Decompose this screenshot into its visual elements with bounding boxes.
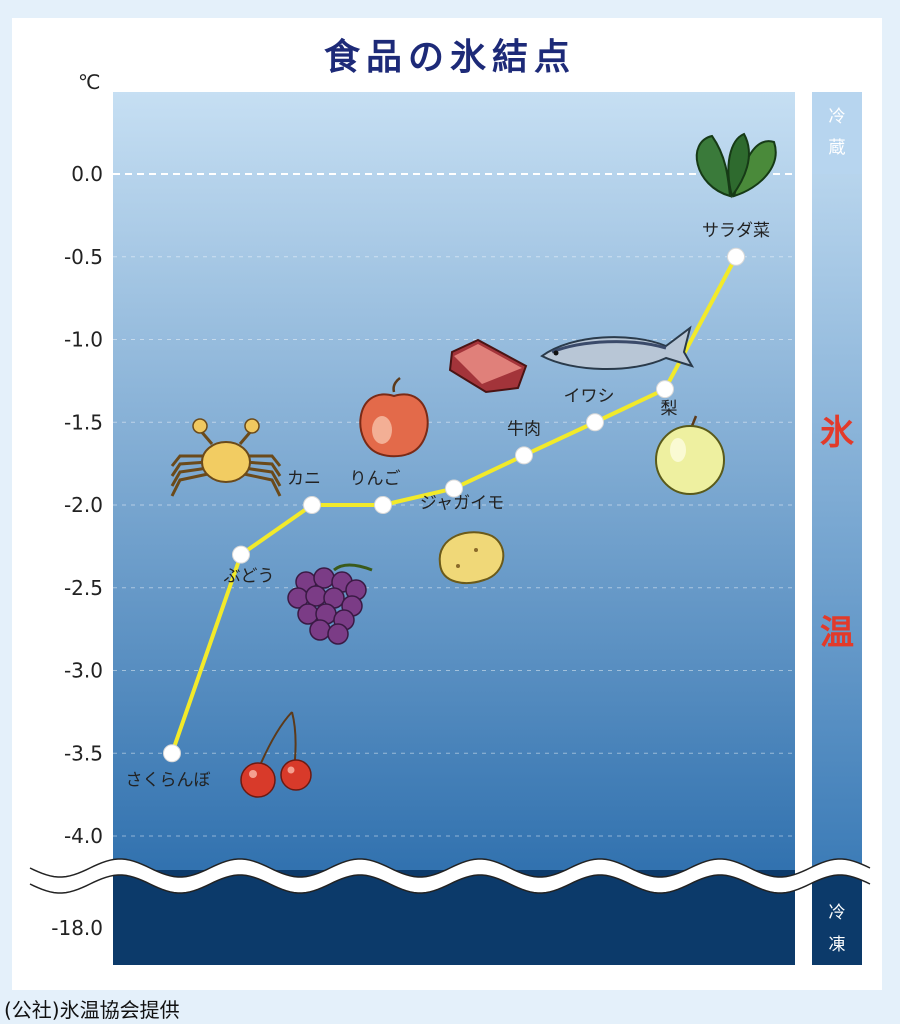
- credit-text: (公社)氷温協会提供: [4, 998, 180, 1022]
- data-point: [586, 413, 604, 432]
- axis-break-wave: [29, 874, 871, 894]
- food-label: 梨: [661, 399, 678, 419]
- data-point: [303, 496, 321, 514]
- y-tick-label: -2.5: [64, 576, 103, 600]
- food-label: ジャガイモ: [420, 493, 504, 513]
- lettuce-icon: [695, 132, 777, 199]
- y-tick-label: -3.0: [64, 659, 103, 683]
- food-label: さくらんぼ: [126, 770, 211, 790]
- refrigeration-label: 冷: [829, 107, 846, 127]
- unit-label: ℃: [78, 70, 101, 94]
- potato-icon: [438, 531, 505, 584]
- data-point: [656, 380, 674, 399]
- apple-icon: [359, 377, 429, 458]
- freezing-label: 凍: [829, 935, 846, 955]
- y-tick-label: -1.5: [64, 410, 103, 434]
- food-label: りんご: [350, 469, 401, 489]
- axis-break-wave: [29, 858, 871, 878]
- food-label: 牛肉: [507, 419, 541, 439]
- data-point: [445, 479, 463, 498]
- hyoon-label: 温: [820, 613, 854, 653]
- food-label: カニ: [287, 469, 321, 489]
- hyoon-label: 氷: [820, 413, 855, 453]
- cherry-icon: [240, 711, 312, 798]
- food-label: サラダ菜: [702, 221, 770, 241]
- zone-bar: [812, 92, 862, 882]
- y-tick-label: -2.0: [64, 493, 103, 517]
- sardine-icon: [540, 325, 695, 370]
- refrigeration-label: 蔵: [829, 138, 846, 158]
- beef-icon: [448, 338, 528, 394]
- data-point: [163, 744, 181, 763]
- food-label: ぶどう: [224, 567, 275, 587]
- refrigeration-zone: [812, 92, 862, 174]
- freezing-label: 冷: [829, 903, 846, 923]
- y-tick-label: -1.0: [64, 328, 103, 352]
- y-tick-label: -0.5: [64, 245, 103, 269]
- data-point: [727, 247, 745, 266]
- y-tick-label: -18.0: [51, 916, 103, 940]
- frozen-band: [113, 870, 795, 965]
- pear-icon: [655, 415, 725, 495]
- freezing-zone: [812, 870, 862, 965]
- grape-icon: [287, 563, 373, 645]
- y-tick-label: 0.0: [71, 162, 103, 186]
- food-label: イワシ: [564, 386, 615, 406]
- y-tick-label: -4.0: [64, 824, 103, 848]
- data-point: [374, 496, 392, 514]
- data-point: [232, 545, 250, 564]
- chart-title: 食品の氷結点: [323, 37, 576, 78]
- data-point: [515, 446, 533, 465]
- y-tick-label: -3.5: [64, 741, 103, 765]
- axis-break-band: [30, 859, 870, 893]
- crab-icon: [170, 418, 282, 497]
